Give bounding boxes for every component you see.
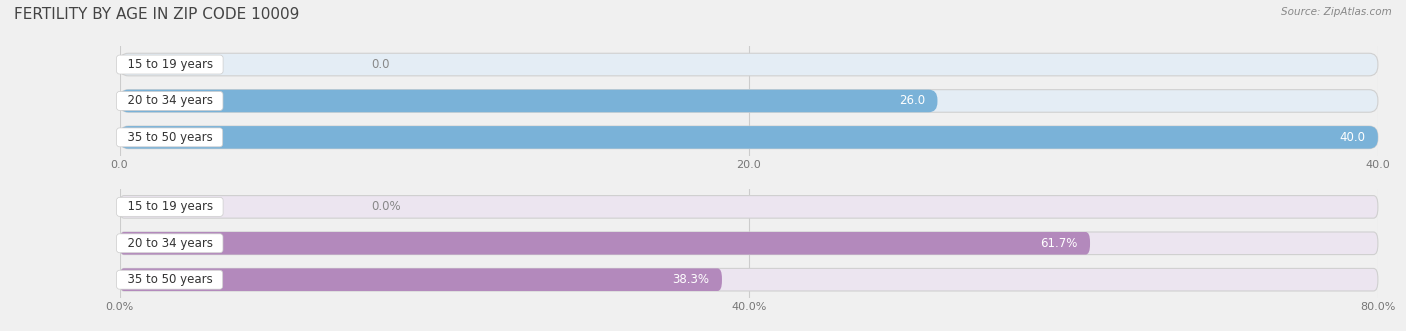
FancyBboxPatch shape [120,232,1090,255]
FancyBboxPatch shape [120,90,1378,112]
FancyBboxPatch shape [120,268,1378,291]
Text: 26.0: 26.0 [898,94,925,108]
Text: 40.0: 40.0 [1340,131,1365,144]
Text: 0.0%: 0.0% [371,200,401,213]
FancyBboxPatch shape [120,126,1378,149]
Text: 0.0: 0.0 [371,58,389,71]
FancyBboxPatch shape [120,232,1378,255]
Text: 61.7%: 61.7% [1040,237,1077,250]
Text: Source: ZipAtlas.com: Source: ZipAtlas.com [1281,7,1392,17]
Text: 15 to 19 years: 15 to 19 years [120,58,221,71]
FancyBboxPatch shape [120,126,1378,149]
Text: 20 to 34 years: 20 to 34 years [120,94,219,108]
FancyBboxPatch shape [120,268,721,291]
FancyBboxPatch shape [120,90,938,112]
Text: 35 to 50 years: 35 to 50 years [120,273,219,286]
Text: 35 to 50 years: 35 to 50 years [120,131,219,144]
FancyBboxPatch shape [120,53,1378,76]
Text: 38.3%: 38.3% [672,273,710,286]
Text: 15 to 19 years: 15 to 19 years [120,200,221,213]
Text: 20 to 34 years: 20 to 34 years [120,237,219,250]
FancyBboxPatch shape [120,196,1378,218]
Text: FERTILITY BY AGE IN ZIP CODE 10009: FERTILITY BY AGE IN ZIP CODE 10009 [14,7,299,22]
